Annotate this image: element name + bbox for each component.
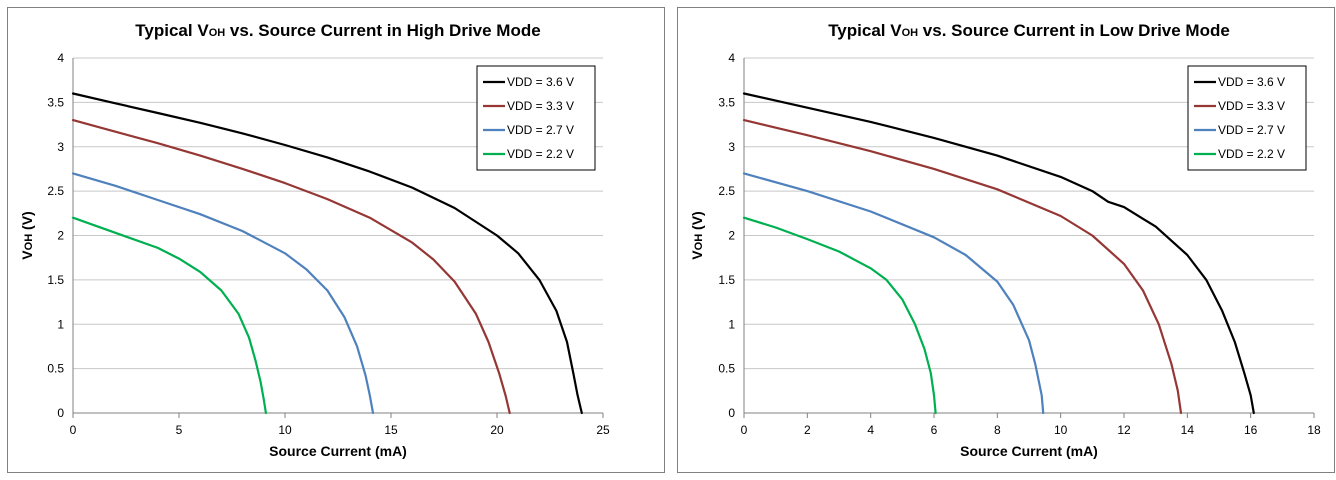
x-tick-label: 16 (1244, 423, 1258, 437)
y-tick-label: 1 (57, 317, 64, 331)
chart-high-drive: Typical VOH vs. Source Current in High D… (7, 7, 665, 473)
chart-low-drive-svg: Typical VOH vs. Source Current in Low Dr… (689, 21, 1321, 459)
y-tick-label: 4 (57, 51, 64, 65)
legend-box (476, 65, 596, 171)
x-tick-label: 0 (741, 423, 748, 437)
legend-entry: VDD = 3.6 V (507, 75, 574, 89)
y-tick-label: 1 (728, 317, 735, 331)
series-line-2 (742, 119, 1183, 415)
y-tick-label: 3 (728, 140, 735, 154)
x-tick-label: 0 (70, 423, 77, 437)
x-tick-label: 2 (804, 423, 811, 437)
y-tick-label: 3.5 (47, 95, 64, 109)
y-axis-title: VOH (V) (689, 211, 705, 259)
x-tick-label: 12 (1117, 423, 1131, 437)
x-tick-label: 20 (490, 423, 504, 437)
x-tick-label: 14 (1181, 423, 1195, 437)
y-tick-label: 2.5 (718, 184, 735, 198)
legend-entry: VDD = 3.3 V (1218, 99, 1285, 113)
y-tick-label: 2 (728, 229, 735, 243)
x-tick-label: 6 (931, 423, 938, 437)
y-tick-label: 2.5 (47, 184, 64, 198)
series-line-3 (71, 172, 375, 415)
legend-entry: VDD = 2.2 V (1218, 147, 1285, 161)
legend-entry: VDD = 2.7 V (507, 123, 574, 137)
chart-title: Typical VOH vs. Source Current in High D… (135, 21, 540, 40)
x-tick-label: 5 (176, 423, 183, 437)
series-line-2 (71, 119, 511, 415)
y-tick-label: 3.5 (718, 95, 735, 109)
legend: VDD = 3.6 V VDD = 3.3 V VDD = 2.7 V VDD = 2… (476, 65, 596, 171)
y-tick-label: 4 (728, 51, 735, 65)
legend-entry: VDD = 3.3 V (507, 99, 574, 113)
series-line-3 (742, 172, 1045, 415)
y-tick-label: 0.5 (718, 362, 735, 376)
x-tick-label: 25 (596, 423, 610, 437)
y-axis-title: VOH (V) (19, 211, 35, 259)
x-tick-label: 15 (384, 423, 398, 437)
legend-entry: VDD = 3.6 V (1218, 75, 1285, 89)
chart-high-drive-svg: Typical VOH vs. Source Current in High D… (19, 21, 610, 459)
legend: VDD = 3.6 V VDD = 3.3 V VDD = 2.7 V VDD = 2… (1187, 65, 1307, 171)
legend-entry: VDD = 2.7 V (1218, 123, 1285, 137)
legend-box (1187, 65, 1307, 171)
y-tick-label: 1.5 (47, 273, 64, 287)
series-line-4 (71, 216, 267, 415)
x-tick-label: 4 (867, 423, 874, 437)
series-line-4 (742, 216, 937, 415)
x-axis-title: Source Current (mA) (960, 443, 1098, 459)
y-tick-label: 2 (57, 229, 64, 243)
y-tick-label: 1.5 (718, 273, 735, 287)
x-tick-label: 10 (1054, 423, 1068, 437)
y-tick-label: 0.5 (47, 362, 64, 376)
series-line-1 (742, 92, 1255, 415)
y-tick-label: 3 (57, 140, 64, 154)
x-tick-label: 18 (1307, 423, 1321, 437)
legend-entry: VDD = 2.2 V (507, 147, 574, 161)
y-tick-label: 0 (57, 406, 64, 420)
x-axis-title: Source Current (mA) (269, 443, 407, 459)
chart-title: Typical VOH vs. Source Current in Low Dr… (828, 21, 1230, 40)
series-line-1 (71, 92, 583, 415)
chart-low-drive: Typical VOH vs. Source Current in Low Dr… (677, 7, 1335, 473)
x-tick-label: 10 (278, 423, 292, 437)
x-tick-label: 8 (994, 423, 1001, 437)
y-tick-label: 0 (728, 406, 735, 420)
